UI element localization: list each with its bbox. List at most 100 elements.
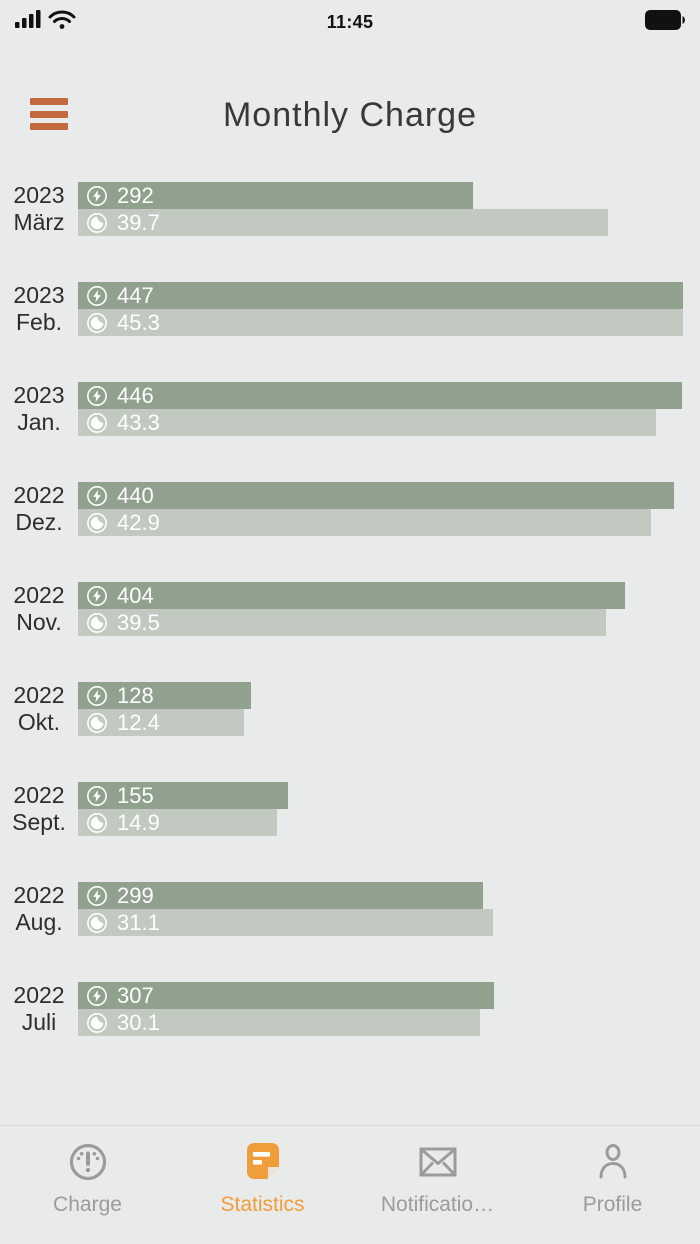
secondary-metric-bar: 43.3: [78, 409, 657, 436]
charged-energy-bar: 155: [78, 782, 288, 809]
duration-icon: [86, 912, 108, 934]
secondary-metric-bar: 42.9: [78, 509, 651, 536]
row-month: März: [13, 209, 65, 235]
tab-statistics-label: Statistics: [220, 1193, 305, 1216]
secondary-metric-value: 39.5: [117, 610, 160, 635]
tab-charge[interactable]: Charge: [0, 1139, 175, 1217]
duration-icon: [86, 512, 108, 534]
row-month: Sept.: [12, 809, 66, 835]
row-year: 2022: [13, 482, 65, 508]
secondary-metric-value: 14.9: [117, 810, 160, 835]
hamburger-menu-button[interactable]: [30, 98, 68, 130]
charged-energy-bar: 292: [78, 182, 474, 209]
chart-row: 2022 Nov. 404 39.5: [0, 582, 700, 636]
row-month: Nov.: [16, 609, 62, 635]
secondary-metric-bar: 14.9: [78, 809, 277, 836]
chart-row: 2023 März 292 39.7: [0, 182, 700, 236]
row-year: 2022: [13, 882, 65, 908]
secondary-metric-bar: 12.4: [78, 709, 244, 736]
charged-energy-bar: 307: [78, 982, 494, 1009]
row-month: Okt.: [17, 709, 61, 735]
monthly-charge-chart: 2023 März 292 39.7 2023 Feb. 447 45.3 2023 Jan. 44…: [0, 182, 700, 1036]
row-month: Jan.: [17, 409, 61, 435]
duration-icon: [86, 712, 108, 734]
tab-profile-label: Profile: [582, 1193, 643, 1216]
chart-row: 2022 Juli 307 30.1: [0, 982, 700, 1036]
page-title: Monthly Charge: [222, 96, 477, 134]
tab-notifications-label: Notificatio…: [380, 1193, 495, 1216]
charged-energy-value: 447: [117, 283, 154, 308]
person-icon: [591, 1139, 635, 1185]
row-year: 2022: [13, 682, 65, 708]
row-label: 2022 Sept.: [0, 782, 78, 836]
row-label: 2023 Jan.: [0, 382, 78, 436]
duration-icon: [86, 212, 108, 234]
lightning-icon: [86, 785, 108, 807]
header: Monthly Charge: [0, 84, 700, 146]
row-label: 2022 Dez.: [0, 482, 78, 536]
status-bar: 11:45: [0, 0, 700, 40]
status-time: 11:45: [326, 11, 374, 32]
tab-notifications[interactable]: Notificatio…: [350, 1139, 525, 1217]
row-year: 2023: [13, 282, 65, 308]
row-month: Feb.: [15, 309, 63, 335]
secondary-metric-bar: 39.7: [78, 209, 609, 236]
tab-bar: Charge Statistics Notificatio…: [0, 1125, 700, 1244]
secondary-metric-value: 31.1: [117, 910, 160, 935]
lightning-icon: [86, 185, 108, 207]
row-bars: 307 30.1: [78, 982, 683, 1036]
charged-energy-bar: 128: [78, 682, 252, 709]
tab-charge-label: Charge: [53, 1193, 122, 1216]
wifi-icon: [48, 9, 76, 36]
row-bars: 446 43.3: [78, 382, 683, 436]
chart-row: 2023 Jan. 446 43.3: [0, 382, 700, 436]
charged-energy-bar: 299: [78, 882, 483, 909]
row-month: Juli: [21, 1009, 57, 1035]
lightning-icon: [86, 885, 108, 907]
lightning-icon: [86, 385, 108, 407]
duration-icon: [86, 412, 108, 434]
duration-icon: [86, 312, 108, 334]
lightning-icon: [86, 485, 108, 507]
secondary-metric-bar: 45.3: [78, 309, 683, 336]
lightning-icon: [86, 685, 108, 707]
row-year: 2022: [13, 982, 65, 1008]
tab-profile[interactable]: Profile: [525, 1139, 700, 1217]
duration-icon: [86, 1012, 108, 1034]
row-year: 2022: [13, 782, 65, 808]
chart-row: 2022 Aug. 299 31.1: [0, 882, 700, 936]
gauge-icon: [66, 1139, 110, 1185]
secondary-metric-bar: 31.1: [78, 909, 494, 936]
duration-icon: [86, 812, 108, 834]
row-label: 2022 Aug.: [0, 882, 78, 936]
chart-row: 2022 Dez. 440 42.9: [0, 482, 700, 536]
tab-statistics[interactable]: Statistics: [175, 1139, 350, 1217]
cellular-signal-icon: [14, 9, 44, 36]
secondary-metric-bar: 39.5: [78, 609, 606, 636]
envelope-icon: [414, 1139, 462, 1185]
row-label: 2022 Okt.: [0, 682, 78, 736]
row-bars: 299 31.1: [78, 882, 683, 936]
charged-energy-value: 292: [117, 183, 154, 208]
secondary-metric-value: 30.1: [117, 1010, 160, 1035]
secondary-metric-value: 43.3: [117, 410, 160, 435]
secondary-metric-value: 39.7: [117, 210, 160, 235]
row-label: 2023 März: [0, 182, 78, 236]
charged-energy-value: 299: [117, 883, 154, 908]
secondary-metric-value: 12.4: [117, 710, 160, 735]
charged-energy-value: 404: [117, 583, 154, 608]
charged-energy-bar: 440: [78, 482, 674, 509]
chart-row: 2022 Sept. 155 14.9: [0, 782, 700, 836]
duration-icon: [86, 612, 108, 634]
row-bars: 128 12.4: [78, 682, 683, 736]
secondary-metric-value: 45.3: [117, 310, 160, 335]
row-bars: 447 45.3: [78, 282, 683, 336]
lightning-icon: [86, 585, 108, 607]
chart-row: 2022 Okt. 128 12.4: [0, 682, 700, 736]
charged-energy-bar: 404: [78, 582, 625, 609]
charged-energy-value: 128: [117, 683, 154, 708]
secondary-metric-bar: 30.1: [78, 1009, 481, 1036]
row-label: 2022 Nov.: [0, 582, 78, 636]
lightning-icon: [86, 985, 108, 1007]
row-year: 2023: [13, 382, 65, 408]
